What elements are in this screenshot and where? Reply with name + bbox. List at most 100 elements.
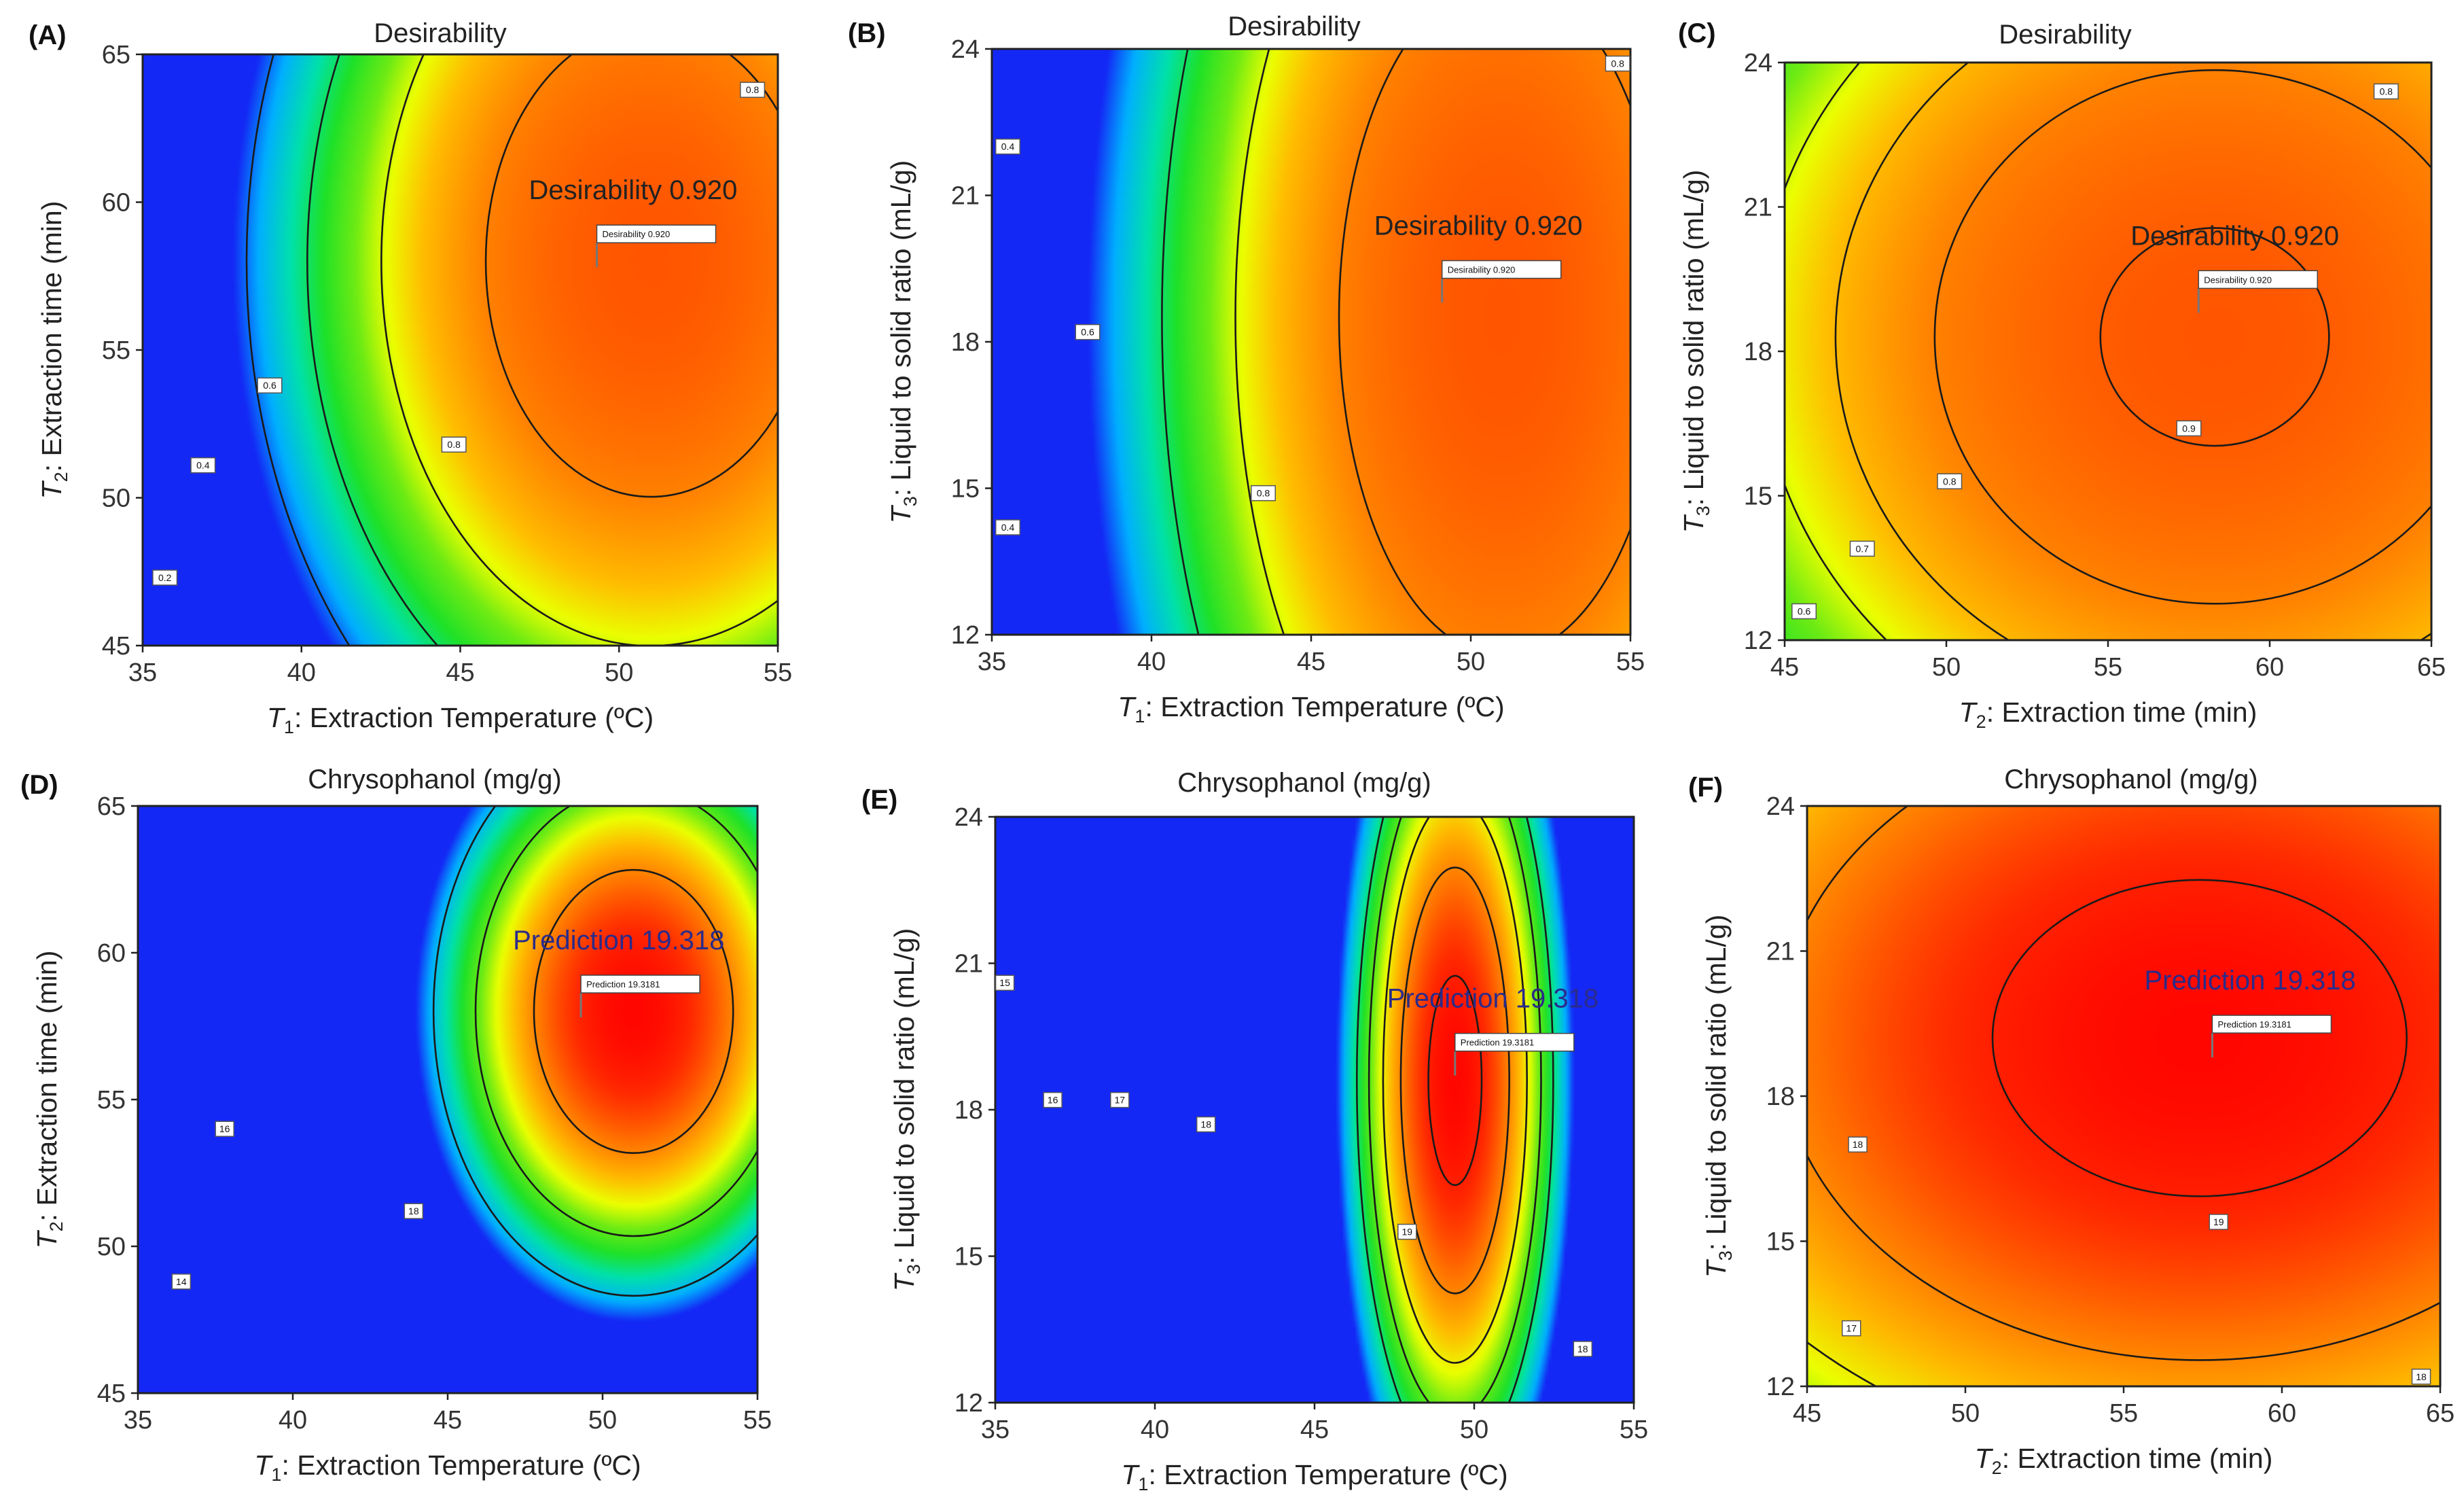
x-tick-label: 45 (1770, 653, 1799, 682)
y-tick-label: 65 (97, 792, 126, 821)
annotation-flag (580, 975, 700, 994)
svg-text:0.8: 0.8 (2380, 86, 2393, 97)
contour-label: 0.8 (740, 82, 766, 98)
contour-label: 18 (2411, 1369, 2431, 1385)
contour-line (533, 868, 734, 1155)
contour-line (380, 54, 778, 646)
y-tick-label: 21 (951, 182, 980, 211)
contour-label: 16 (1043, 1091, 1063, 1108)
y-tick-label: 12 (954, 1389, 983, 1418)
panel-e: 35 40 45 50 55 12 15 18 21 24 T1: Extraction Tempe… (861, 768, 1648, 1494)
heatmap-surface (992, 49, 1630, 635)
y-tick-label: 24 (1744, 49, 1772, 77)
contour-line (1834, 63, 2431, 640)
annotation-flag-text: Desirability 0.920 (1448, 265, 1516, 275)
contour-label: 17 (1110, 1091, 1130, 1108)
contour-label: 0.2 (152, 569, 178, 586)
contour-label: 0.6 (1791, 603, 1817, 620)
annotation-flag-text: Prediction 19.3181 (586, 979, 660, 989)
x-axis-label: T1: Extraction Temperature (ºC) (1121, 1459, 1507, 1494)
contour-label: 0.6 (1075, 323, 1101, 340)
annotation-flag-text: Desirability 0.920 (2204, 275, 2272, 285)
contour-line (1368, 817, 1542, 1403)
contour-label: 19 (1397, 1223, 1417, 1240)
y-tick-label: 18 (1744, 338, 1772, 366)
y-tick-label: 18 (1766, 1083, 1795, 1111)
y-axis-label: T3: Liquid to solid ratio (mL/g) (889, 928, 924, 1292)
contour-line (245, 54, 351, 646)
panel-d: 35 40 45 50 55 45 50 55 60 65 T1: Extraction Tempe… (20, 765, 772, 1485)
svg-text:0.6: 0.6 (263, 380, 276, 391)
svg-text:0.8: 0.8 (746, 84, 760, 95)
x-tick-label: 50 (1932, 653, 1961, 682)
x-tick-label: 35 (978, 648, 1006, 676)
heatmap-surface (1785, 63, 2431, 640)
x-tick-label: 40 (279, 1406, 307, 1435)
contour-line (484, 54, 778, 498)
x-tick-label: 35 (124, 1406, 152, 1435)
chart-title: Desirability (1228, 12, 1361, 41)
chart-title: Chrysophanol (mg/g) (308, 765, 562, 794)
y-axis-label: T3: Liquid to solid ratio (mL/g) (885, 160, 921, 524)
optimum-annotation: Desirability 0.920 Desirability 0.920 (1374, 211, 1583, 303)
svg-text:18: 18 (1853, 1139, 1863, 1150)
heatmap-surface (138, 806, 757, 1393)
panel-letter: (F) (1688, 773, 1723, 803)
x-tick-label: 65 (2426, 1399, 2454, 1428)
y-tick-label: 15 (1744, 482, 1772, 511)
contour-label: 19 (2209, 1214, 2229, 1230)
svg-text:0.8: 0.8 (447, 439, 461, 450)
contour-label: 14 (171, 1274, 192, 1290)
panel-b: 35 40 45 50 55 12 15 18 21 24 T1: Extraction Tempe… (848, 12, 1645, 726)
chart-title: Desirability (1999, 20, 2132, 50)
panel-letter: (A) (29, 20, 67, 50)
contour-line (1382, 817, 1528, 1364)
contour-label: 0.8 (1605, 55, 1630, 72)
contour-line (1355, 817, 1554, 1403)
x-tick-label: 55 (2094, 653, 2122, 682)
axis-ticks: 45 50 55 60 65 12 15 18 21 24 (1744, 49, 2446, 682)
svg-text:0.6: 0.6 (1081, 327, 1094, 338)
x-tick-label: 40 (1141, 1416, 1169, 1444)
contour-label: 18 (1848, 1136, 1868, 1153)
y-tick-label: 24 (951, 35, 980, 64)
annotation-flag (1454, 1032, 1575, 1052)
y-tick-label: 65 (102, 41, 130, 69)
svg-text:18: 18 (1577, 1344, 1588, 1354)
optimum-annotation: Prediction 19.3181 Prediction 19.318 (1387, 984, 1599, 1076)
y-tick-label: 18 (951, 328, 980, 357)
x-tick-label: 45 (1793, 1399, 1821, 1428)
annotation-value: Desirability 0.920 (529, 175, 738, 205)
panel-f: 45 50 55 60 65 12 15 18 21 24 T2: Extraction time … (1688, 765, 2454, 1478)
x-tick-label: 65 (2417, 653, 2446, 682)
annotation-value: Prediction 19.318 (1387, 984, 1599, 1014)
contour-label: 15 (995, 975, 1015, 991)
contour-label: 17 (1841, 1320, 1861, 1337)
optimum-annotation: Prediction 19.3181 Prediction 19.318 (2144, 966, 2356, 1058)
y-tick-label: 60 (97, 939, 126, 968)
annotation-value: Prediction 19.318 (2144, 966, 2355, 996)
y-tick-label: 12 (951, 621, 980, 650)
x-tick-label: 50 (605, 659, 633, 687)
contour-line (1427, 975, 1483, 1187)
y-tick-label: 21 (1766, 938, 1795, 966)
x-tick-label: 55 (764, 659, 792, 687)
x-tick-label: 50 (1457, 648, 1485, 676)
contour-label: 0.8 (441, 436, 467, 453)
x-tick-label: 45 (1300, 1416, 1329, 1444)
y-tick-label: 45 (97, 1380, 126, 1408)
panel-a: 35 40 45 50 55 45 50 55 60 65 T1: Extraction Tempe… (29, 18, 792, 737)
heatmap-surface (1807, 806, 2440, 1386)
y-tick-label: 18 (954, 1096, 983, 1125)
x-tick-label: 45 (433, 1406, 462, 1435)
contour-label: 0.8 (1937, 473, 1963, 489)
axis-ticks: 45 50 55 60 65 12 15 18 21 24 (1766, 792, 2454, 1428)
x-axis-label: T2: Extraction time (min) (1959, 697, 2257, 732)
annotation-value: Desirability 0.920 (2130, 221, 2339, 251)
y-tick-label: 45 (102, 632, 130, 661)
y-axis-label: T3: Liquid to solid ratio (mL/g) (1678, 170, 1713, 533)
chart-title: Desirability (374, 18, 507, 48)
y-axis-label: T2: Extraction time (min) (31, 951, 67, 1249)
contour-line (1807, 806, 2440, 1361)
x-axis-label: T1: Extraction Temperature (ºC) (1118, 691, 1504, 726)
